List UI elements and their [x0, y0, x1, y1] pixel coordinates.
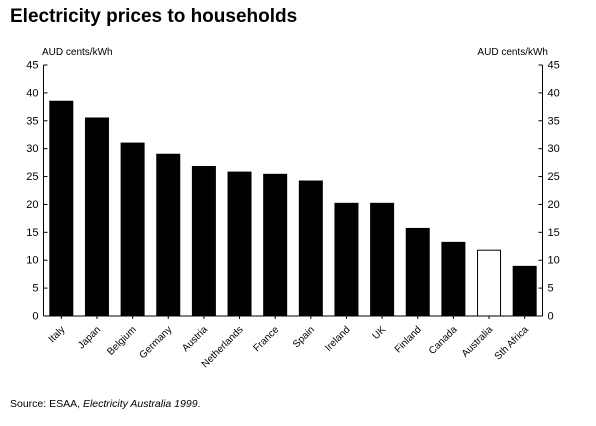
bar-australia — [477, 249, 502, 317]
source-publication: Electricity Australia 1999 — [82, 398, 198, 410]
source-note: Source: ESAA, Electricity Australia 1999… — [10, 398, 200, 410]
y-axis-label-right: AUD cents/kWh — [477, 47, 548, 58]
y-tick-label-left: 25 — [26, 171, 38, 183]
y-tick-label-right: 35 — [548, 115, 560, 127]
bar-italy — [49, 100, 74, 317]
bar-ireland — [334, 202, 359, 317]
y-tick-label-right: 0 — [548, 311, 554, 323]
y-tick-label-left: 35 — [26, 115, 38, 127]
bar-sth-africa — [512, 265, 537, 317]
x-tick-label: Ireland — [323, 324, 352, 353]
chart-title: Electricity prices to households — [10, 6, 298, 27]
y-tick-label-left: 15 — [26, 227, 38, 239]
source-prefix: Source: ESAA, — [10, 398, 83, 410]
y-tick-label-left: 45 — [26, 60, 38, 72]
y-tick-label-left: 40 — [26, 87, 38, 99]
source-suffix: . — [197, 398, 201, 410]
bar-belgium — [120, 142, 145, 317]
x-tick-label: Italy — [47, 324, 68, 345]
bar-finland — [405, 227, 430, 317]
x-tick-label: Canada — [427, 324, 460, 357]
x-tick-label: Spain — [291, 324, 317, 350]
y-tick-label-right: 30 — [548, 143, 560, 155]
y-tick-label-right: 45 — [548, 60, 560, 72]
x-tick-label: France — [252, 324, 282, 354]
x-tick-label: Austria — [180, 324, 210, 354]
y-tick-label-right: 5 — [548, 283, 554, 295]
x-tick-label: Finland — [393, 324, 424, 355]
x-tick-label: Belgium — [105, 324, 138, 357]
axis-ticks: 0 0 5 5 10 10 15 15 20 20 25 25 30 30 35 35 40 40 45 45 — [26, 60, 560, 323]
y-tick-label-right: 25 — [548, 171, 560, 183]
y-tick-label-left: 30 — [26, 143, 38, 155]
x-tick-label: Germany — [138, 324, 175, 361]
y-tick-label-left: 0 — [32, 311, 38, 323]
bar-france — [263, 173, 288, 317]
x-tick-label: Australia — [460, 324, 496, 360]
bar-netherlands — [227, 171, 252, 317]
y-tick-label-left: 20 — [26, 199, 38, 211]
bar-canada — [441, 241, 466, 317]
bar-spain — [298, 180, 323, 317]
y-tick-label-right: 15 — [548, 227, 560, 239]
y-tick-label-right: 10 — [548, 255, 560, 267]
bar-austria — [191, 166, 216, 317]
bar-japan — [84, 117, 109, 317]
bars — [49, 100, 537, 319]
x-tick-label: Japan — [76, 324, 103, 351]
y-tick-label-right: 20 — [548, 199, 560, 211]
y-tick-label-right: 40 — [548, 87, 560, 99]
x-tick-label: Sth Africa — [493, 324, 531, 362]
y-axis-label-left: AUD cents/kWh — [42, 47, 113, 58]
y-tick-label-left: 5 — [32, 283, 38, 295]
bar-germany — [156, 153, 181, 317]
y-tick-label-left: 10 — [26, 255, 38, 267]
bar-uk — [370, 202, 395, 317]
x-tick-label: UK — [371, 324, 389, 342]
